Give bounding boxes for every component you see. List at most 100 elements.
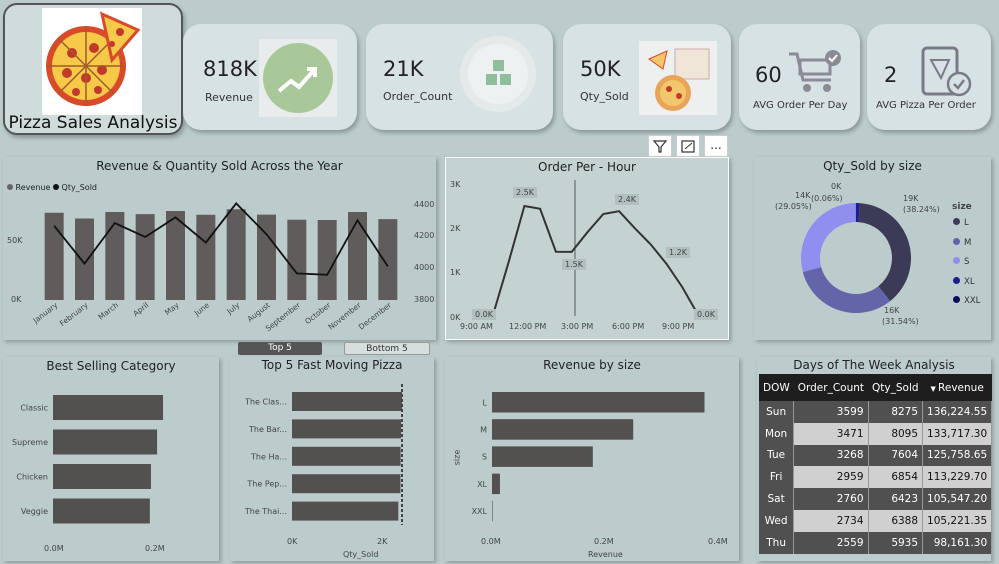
cell: 2559 xyxy=(794,532,868,554)
cell: 105,547.20 xyxy=(923,488,992,510)
legend-swatch xyxy=(953,257,960,264)
column-header[interactable]: Order_Count xyxy=(794,374,868,401)
x-tick: 0.4M xyxy=(708,537,728,546)
column-header[interactable]: DOW xyxy=(759,374,794,401)
x-tick: 0K xyxy=(287,537,297,546)
data-label: (31.54%) xyxy=(882,317,919,326)
data-label: 16K xyxy=(884,306,899,315)
bar xyxy=(292,392,402,411)
y-tick: S xyxy=(482,453,487,462)
y-tick: The Bar... xyxy=(248,425,287,434)
column-header-sorted[interactable]: ▼ Revenue xyxy=(923,374,992,401)
tablet-pizza-icon xyxy=(919,46,975,98)
kpi-value: 60 xyxy=(755,63,782,87)
bar xyxy=(53,499,150,524)
cell: 3471 xyxy=(794,423,868,445)
title-card: Pizza Sales Analysis xyxy=(3,3,183,135)
cell: 105,221.35 xyxy=(923,510,992,532)
bar xyxy=(53,430,157,455)
bar xyxy=(292,419,401,438)
focus-mode-icon xyxy=(677,136,699,156)
cell: 2760 xyxy=(794,488,868,510)
x-tick: February xyxy=(58,300,90,328)
cell: 133,717.30 xyxy=(923,423,992,445)
data-label: 0.0K xyxy=(472,309,496,320)
more-options-button[interactable]: ... xyxy=(704,135,728,157)
table-row: Sat 2760 6423 105,547.20 xyxy=(759,488,992,510)
pizza-box-icon xyxy=(639,41,717,115)
data-label: 0K xyxy=(831,182,841,191)
x-axis-label: Revenue xyxy=(588,550,623,559)
x-tick: 0.0M xyxy=(44,544,64,553)
bar xyxy=(53,464,151,489)
kpi-value: 818K xyxy=(203,57,257,81)
bottom5-toggle[interactable]: Bottom 5 xyxy=(344,342,430,355)
y-tick: The Ha... xyxy=(250,452,287,461)
y-tick: The Pep... xyxy=(246,480,287,489)
dow-cell: Sun xyxy=(759,401,794,423)
legend-item: M xyxy=(953,237,980,257)
data-label: 2.4K xyxy=(615,194,639,205)
revenue-bar xyxy=(196,215,215,300)
qty-size-panel: Qty_Sold by size 0K (0.06%) 14K (29.05%)… xyxy=(754,157,991,340)
bar xyxy=(292,474,400,493)
donut-legend: L M S XL XXL xyxy=(953,217,980,315)
dow-cell: Fri xyxy=(759,466,794,488)
data-label: 2.5K xyxy=(513,187,537,198)
x-tick: August xyxy=(246,300,272,323)
column-header[interactable]: Qty_Sold xyxy=(868,374,923,401)
top5-toggle[interactable]: Top 5 xyxy=(238,342,322,355)
legend-swatch xyxy=(953,296,960,303)
cell: 2959 xyxy=(794,466,868,488)
data-label: (29.05%) xyxy=(775,202,812,211)
filter-button[interactable] xyxy=(648,135,672,157)
legend-swatch xyxy=(953,277,960,284)
best-category-chart: ClassicSupremeChickenVeggie xyxy=(3,357,219,561)
cell: 6388 xyxy=(868,510,923,532)
revenue-bar xyxy=(75,219,94,301)
x-tick: 0.0M xyxy=(481,537,501,546)
donut-slice xyxy=(801,203,856,272)
legend-item: L xyxy=(953,217,980,237)
y-tick: Supreme xyxy=(12,438,48,447)
dow-panel: Days of The Week Analysis DOW Order_Coun… xyxy=(757,357,991,561)
legend-item: XXL xyxy=(953,295,980,315)
legend-title: size xyxy=(952,202,972,212)
bar xyxy=(53,395,163,420)
x-tick: July xyxy=(224,300,241,316)
revenue-bar xyxy=(348,212,367,300)
kpi-avg-pizza-card: 2 AVG Pizza Per Order xyxy=(867,24,991,130)
cell: 7604 xyxy=(868,445,923,467)
revenue-bar xyxy=(227,209,246,300)
focus-mode-button[interactable] xyxy=(676,135,700,157)
y-tick: XL xyxy=(477,480,487,489)
legend-item: S xyxy=(953,256,980,276)
y-tick: Classic xyxy=(20,404,48,413)
x-tick: December xyxy=(357,300,394,332)
qty-line xyxy=(54,203,388,274)
sort-desc-icon: ▼ xyxy=(930,385,938,393)
table-row: Tue 3268 7604 125,758.65 xyxy=(759,445,992,467)
table-row: Sun 3599 8275 136,224.55 xyxy=(759,401,992,423)
cell: 2734 xyxy=(794,510,868,532)
y-tick: M xyxy=(480,425,487,434)
dow-table: DOW Order_Count Qty_Sold ▼ Revenue Sun 35… xyxy=(759,374,992,554)
donut-slice xyxy=(859,203,911,301)
bar xyxy=(292,502,398,521)
filter-icon xyxy=(649,136,671,156)
cell: 136,224.55 xyxy=(923,401,992,423)
data-label: (0.06%) xyxy=(811,194,843,203)
x-tick: 0.2M xyxy=(594,537,614,546)
cell: 98,161.30 xyxy=(923,532,992,554)
kpi-value: 21K xyxy=(383,57,424,81)
x-tick: 0.2M xyxy=(145,544,165,553)
more-options-icon: ... xyxy=(705,136,727,154)
table-row: Thu 2559 5935 98,161.30 xyxy=(759,532,992,554)
kpi-order-count-card: 21K Order_Count xyxy=(366,24,553,130)
table-row: Fri 2959 6854 113,229.70 xyxy=(759,466,992,488)
order-blocks-icon xyxy=(458,34,538,114)
bar xyxy=(492,392,705,413)
dow-cell: Sat xyxy=(759,488,794,510)
top5-panel: Top 5 Fast Moving Pizza The Clas... The B… xyxy=(230,357,434,561)
order-hour-panel[interactable]: Order Per - Hour 3K 2K 1K 0K 9:00 AM 12:… xyxy=(445,157,729,340)
